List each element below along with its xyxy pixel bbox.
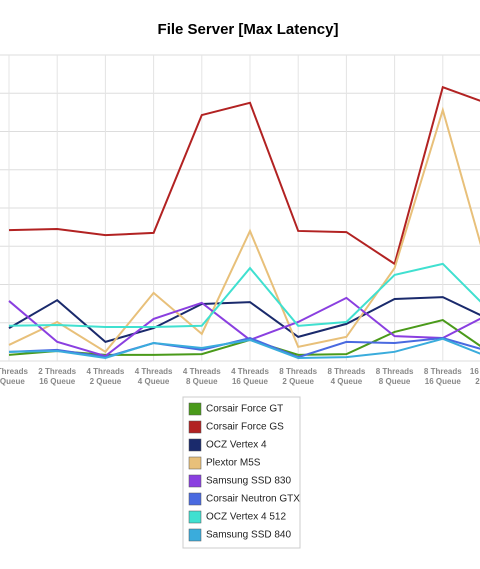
- x-tick-label: 8 Threads 2 Queue: [279, 367, 317, 386]
- legend-swatch: [188, 474, 202, 488]
- legend-swatch: [188, 510, 202, 524]
- legend-label: Corsair Force GS: [206, 422, 284, 433]
- series-line: [8, 106, 480, 354]
- x-tick-label: 4 Threads 4 Queue: [135, 367, 173, 386]
- x-tick-label: 4 Threads 2 Queue: [87, 367, 125, 386]
- x-tick-line: 2 Threads: [0, 367, 28, 376]
- series-line: [8, 337, 480, 359]
- legend-swatch: [188, 438, 202, 452]
- x-tick-label: 4 Threads 16 Queue: [231, 367, 269, 386]
- x-tick-line: 2 Threads: [38, 367, 76, 376]
- x-tick-line: 8 Threads: [328, 367, 366, 376]
- legend-swatch: [188, 402, 202, 416]
- chart-title: File Server [Max Latency]: [158, 21, 339, 38]
- x-tick-line: 16 Queue: [425, 377, 462, 386]
- x-tick-line: 2 Queue: [90, 377, 122, 386]
- legend-label: OCZ Vertex 4 512: [206, 512, 286, 523]
- x-tick-line: 8 Queue: [186, 377, 218, 386]
- x-tick-line: 2 Queue: [475, 377, 480, 386]
- legend-swatch: [188, 528, 202, 542]
- legend-swatch: [188, 456, 202, 470]
- legend-label: Corsair Neutron GTX: [206, 494, 300, 505]
- legend-label: Samsung SSD 840: [206, 530, 291, 541]
- legend-label: Plextor M5S: [206, 458, 261, 469]
- x-tick-label: 4 Threads 8 Queue: [183, 367, 221, 386]
- x-tick-label: 8 Threads 4 Queue: [328, 367, 366, 386]
- x-tick-line: 8 Threads: [424, 367, 462, 376]
- legend-box: [182, 396, 301, 549]
- x-tick-line: 4 Queue: [331, 377, 363, 386]
- series-line: [8, 85, 480, 266]
- x-tick-line: 8 Threads: [279, 367, 317, 376]
- x-tick-line: 4 Threads: [135, 367, 173, 376]
- series-line: [8, 296, 480, 343]
- x-tick-line: 2 Queue: [282, 377, 314, 386]
- x-tick-line: 4 Threads: [231, 367, 269, 376]
- legend-label: OCZ Vertex 4: [206, 440, 267, 451]
- legend-label: Samsung SSD 830: [206, 476, 291, 487]
- x-tick-line: 4 Queue: [138, 377, 170, 386]
- legend-swatch: [188, 420, 202, 434]
- x-tick-label: 8 Threads 16 Queue: [424, 367, 462, 386]
- legend-label: Corsair Force GT: [206, 404, 283, 415]
- x-tick-line: 8 Threads: [376, 367, 414, 376]
- x-tick-label: 8 Threads 8 Queue: [376, 367, 414, 386]
- x-tick-line: 4 Threads: [87, 367, 125, 376]
- x-tick-line: 4 Threads: [183, 367, 221, 376]
- legend-swatch: [188, 492, 202, 506]
- x-tick-line: 16 Threads: [470, 367, 480, 376]
- x-tick-line: 16 Queue: [39, 377, 76, 386]
- x-tick-label: 2 Threads 16 Queue: [38, 367, 76, 386]
- x-tick-line: 8 Queue: [379, 377, 411, 386]
- series-line: [8, 262, 480, 328]
- x-tick-line: 16 Queue: [232, 377, 269, 386]
- x-tick-line: 8 Queue: [0, 377, 25, 386]
